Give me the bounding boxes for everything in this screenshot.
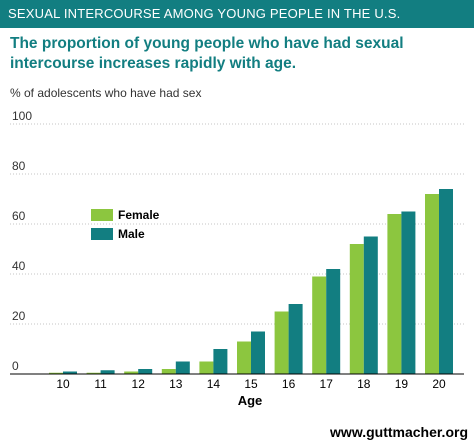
x-axis-label: Age (238, 393, 263, 408)
y-tick-label: 100 (12, 109, 32, 123)
bar-male-13 (175, 361, 190, 374)
bar-female-19 (387, 214, 402, 374)
bar-female-20 (425, 194, 439, 374)
x-tick-label: 11 (94, 377, 107, 391)
bar-male-17 (326, 269, 341, 374)
x-tick-label: 17 (320, 377, 334, 391)
bar-female-13 (161, 369, 176, 374)
bar-male-12 (138, 369, 153, 374)
legend-label-male: Male (118, 227, 145, 241)
legend-swatch-female (91, 209, 113, 221)
bar-female-16 (274, 311, 289, 374)
bar-male-15 (251, 331, 265, 374)
y-tick-label: 60 (12, 209, 26, 223)
legend: Female Male (91, 208, 160, 241)
bar-male-16 (288, 304, 303, 374)
x-tick-label: 19 (395, 377, 409, 391)
legend-swatch-male (91, 228, 113, 240)
footer-url: www.guttmacher.org (330, 424, 468, 440)
bar-female-11 (86, 372, 101, 374)
y-tick-label: 20 (12, 309, 26, 323)
y-tick-labels: 0 20 40 60 80 100 (12, 109, 32, 373)
y-tick-label: 40 (12, 259, 26, 273)
bar-female-18 (349, 244, 364, 374)
bar-female-12 (124, 371, 139, 374)
bars (49, 189, 453, 374)
y-tick-label: 80 (12, 159, 26, 173)
x-tick-label: 13 (169, 377, 183, 391)
header-bar: SEXUAL INTERCOURSE AMONG YOUNG PEOPLE IN… (0, 0, 474, 28)
bar-male-11 (100, 370, 115, 374)
bar-female-15 (237, 341, 251, 374)
x-tick-label: 16 (282, 377, 296, 391)
x-tick-label: 12 (132, 377, 146, 391)
bar-male-20 (439, 189, 453, 374)
bar-female-10 (49, 372, 63, 374)
bar-male-19 (401, 211, 416, 374)
x-tick-label: 15 (244, 377, 258, 391)
y-axis-label: % of adolescents who have had sex (10, 86, 202, 100)
legend-label-female: Female (118, 208, 160, 222)
header-text: SEXUAL INTERCOURSE AMONG YOUNG PEOPLE IN… (8, 6, 401, 21)
x-tick-label: 10 (56, 377, 70, 391)
bar-male-18 (363, 236, 378, 374)
chart-title: The proportion of young people who have … (10, 35, 404, 72)
x-tick-label: 20 (432, 377, 446, 391)
x-tick-label: 14 (207, 377, 221, 391)
x-tick-label: 18 (357, 377, 371, 391)
bar-female-17 (312, 276, 327, 374)
x-tick-labels: 10 11 12 13 14 15 16 17 18 19 20 (56, 377, 446, 391)
y-tick-label: 0 (12, 359, 19, 373)
bar-male-14 (213, 349, 228, 374)
bar-male-10 (63, 371, 77, 374)
bar-female-14 (199, 361, 214, 374)
